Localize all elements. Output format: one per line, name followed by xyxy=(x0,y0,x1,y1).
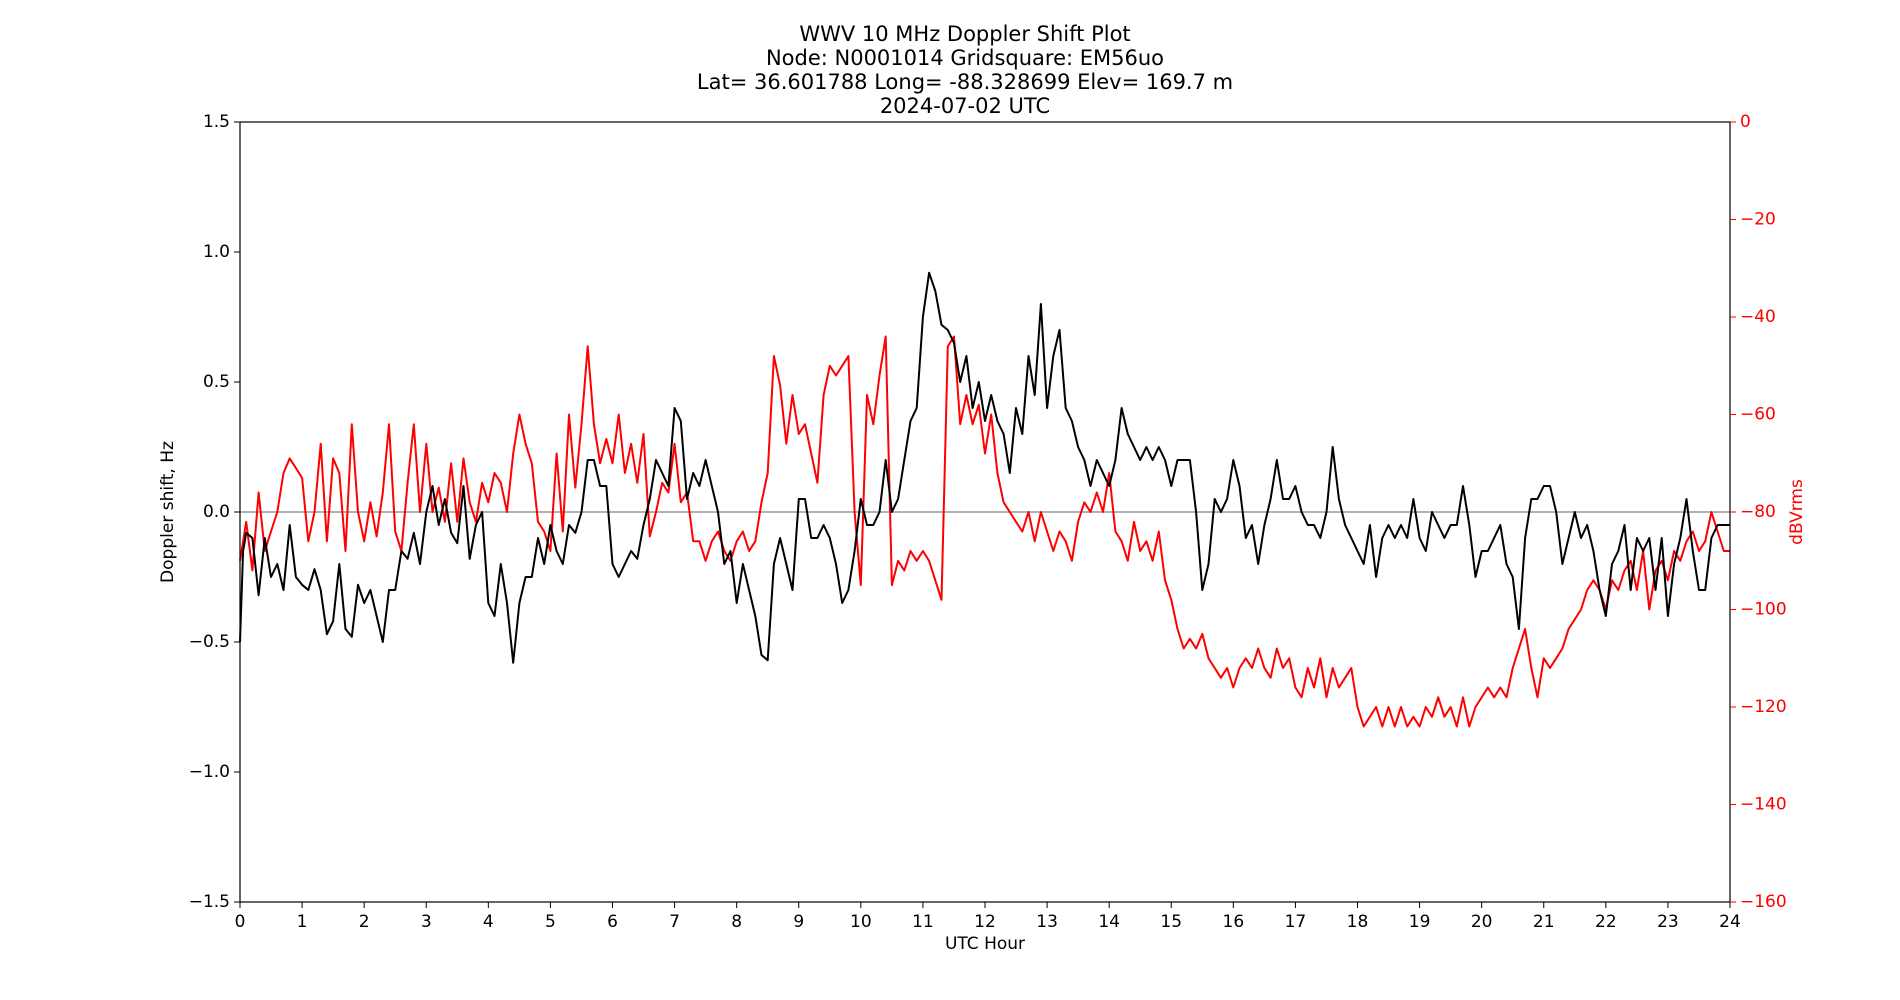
y2-tick-label: −120 xyxy=(1740,697,1787,717)
y-tick-label: 1.0 xyxy=(203,242,230,262)
x-tick-label: 21 xyxy=(1533,912,1555,932)
y-tick-label: 0.5 xyxy=(203,372,230,392)
x-tick-label: 7 xyxy=(669,912,680,932)
x-tick-label: 4 xyxy=(483,912,494,932)
y2-tick-label: −140 xyxy=(1740,795,1787,815)
y-tick-label: 0.0 xyxy=(203,502,230,522)
x-tick-label: 23 xyxy=(1657,912,1679,932)
y2-tick-label: −60 xyxy=(1740,405,1776,425)
y2-tick-label: −100 xyxy=(1740,600,1787,620)
x-tick-label: 0 xyxy=(235,912,246,932)
y2-tick-label: −40 xyxy=(1740,307,1776,327)
x-tick-label: 1 xyxy=(297,912,308,932)
title-line-2: Node: N0001014 Gridsquare: EM56uo xyxy=(766,46,1164,70)
y-axis-left-label: Doppler shift, Hz xyxy=(158,441,178,583)
x-tick-label: 18 xyxy=(1347,912,1369,932)
x-tick-label: 11 xyxy=(912,912,934,932)
x-tick-label: 10 xyxy=(850,912,872,932)
x-axis-ticks: 0 1 2 3 4 5 6 7 8 9 10 11 12 13 14 15 16 17 18 19 20 21 22 23 24 xyxy=(235,902,1741,932)
title-line-1: WWV 10 MHz Doppler Shift Plot xyxy=(799,22,1130,46)
y2-tick-label: 0 xyxy=(1740,112,1751,132)
x-tick-label: 12 xyxy=(974,912,996,932)
chart-title: WWV 10 MHz Doppler Shift Plot Node: N000… xyxy=(697,22,1233,118)
series-line-doppler xyxy=(239,271,1730,664)
x-tick-label: 14 xyxy=(1098,912,1120,932)
plot-series xyxy=(239,271,1730,728)
x-tick-label: 6 xyxy=(607,912,618,932)
y2-tick-label: −160 xyxy=(1740,892,1787,912)
y-axis-left-ticks: 1.5 1.0 0.5 0.0 −0.5 −1.0 −1.5 xyxy=(189,112,240,912)
x-tick-label: 5 xyxy=(545,912,556,932)
y-tick-label: 1.5 xyxy=(203,112,230,132)
title-line-4: 2024-07-02 UTC xyxy=(880,94,1050,118)
y-axis-right-label: dBVrms xyxy=(1787,479,1807,545)
x-tick-label: 9 xyxy=(793,912,804,932)
series-line-dbvrms xyxy=(239,335,1730,728)
x-tick-label: 20 xyxy=(1471,912,1493,932)
y2-tick-label: −20 xyxy=(1740,210,1776,230)
y-tick-label: −1.5 xyxy=(189,892,230,912)
x-tick-label: 3 xyxy=(421,912,432,932)
x-tick-label: 8 xyxy=(731,912,742,932)
y2-tick-label: −80 xyxy=(1740,502,1776,522)
y-tick-label: −1.0 xyxy=(189,762,230,782)
x-tick-label: 15 xyxy=(1160,912,1182,932)
title-line-3: Lat= 36.601788 Long= -88.328699 Elev= 16… xyxy=(697,70,1233,94)
y-axis-right-ticks: 0 −20 −40 −60 −80 −100 −120 −140 −160 xyxy=(1730,112,1787,912)
x-tick-label: 19 xyxy=(1409,912,1431,932)
x-tick-label: 16 xyxy=(1223,912,1245,932)
x-tick-label: 2 xyxy=(359,912,370,932)
x-tick-label: 13 xyxy=(1036,912,1058,932)
x-axis-label: UTC Hour xyxy=(945,934,1025,954)
x-tick-label: 17 xyxy=(1285,912,1307,932)
x-tick-label: 22 xyxy=(1595,912,1617,932)
y-tick-label: −0.5 xyxy=(189,632,230,652)
x-tick-label: 24 xyxy=(1719,912,1741,932)
